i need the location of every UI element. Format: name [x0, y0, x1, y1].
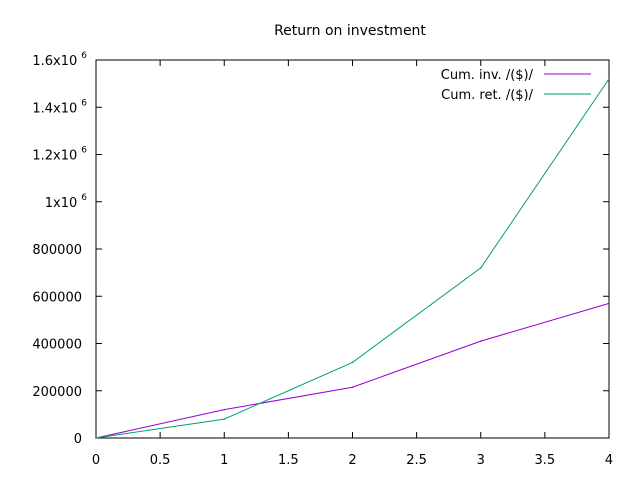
y-tick-label: 1.2x10 6 — [32, 146, 87, 164]
x-tick-label: 0.5 — [150, 453, 171, 468]
x-tick-label: 2 — [348, 453, 356, 468]
x-tick-label: 2.5 — [406, 453, 427, 468]
y-tick-label: 1x10 6 — [45, 193, 88, 211]
series-layer — [95, 78, 610, 439]
legend: Cum. inv. /($)/ Cum. ret. /($)/ — [441, 68, 591, 103]
series-2-point — [351, 361, 354, 364]
x-tick-label: 0 — [92, 453, 100, 468]
series-1-point — [479, 340, 482, 342]
series-1-point — [351, 386, 354, 389]
series-2-point — [479, 267, 482, 269]
y-tick-label: 600000 — [32, 290, 82, 305]
series-1-point — [608, 302, 610, 305]
y-tick-label: 400000 — [32, 338, 82, 353]
y-tick-label: 800000 — [32, 243, 82, 258]
legend-label-2: Cum. ret. /($)/ — [441, 88, 533, 103]
y-tick-label: 1.4x10 6 — [32, 98, 87, 116]
x-tick-label: 1.5 — [278, 453, 299, 468]
y-tick-label: 200000 — [32, 385, 82, 400]
x-tick-label: 4 — [605, 453, 613, 468]
y-tick-label: 0 — [74, 432, 82, 447]
x-tick-label: 3.5 — [535, 453, 556, 468]
legend-label-1: Cum. inv. /($)/ — [441, 68, 534, 83]
y-tick-label: 1.6x10 6 — [32, 51, 87, 69]
chart-title: Return on investment — [274, 23, 426, 39]
series-2-point — [608, 78, 610, 80]
series-1-point — [223, 408, 226, 411]
x-tick-label: 3 — [477, 453, 485, 468]
x-tick-label: 1 — [220, 453, 228, 468]
series-2-point — [223, 418, 226, 420]
series-2-point — [95, 437, 97, 439]
axes: 0 0.5 1 1.5 2 2.5 3 3.5 4 0 200000 400000 600000 8000… — [32, 51, 613, 468]
